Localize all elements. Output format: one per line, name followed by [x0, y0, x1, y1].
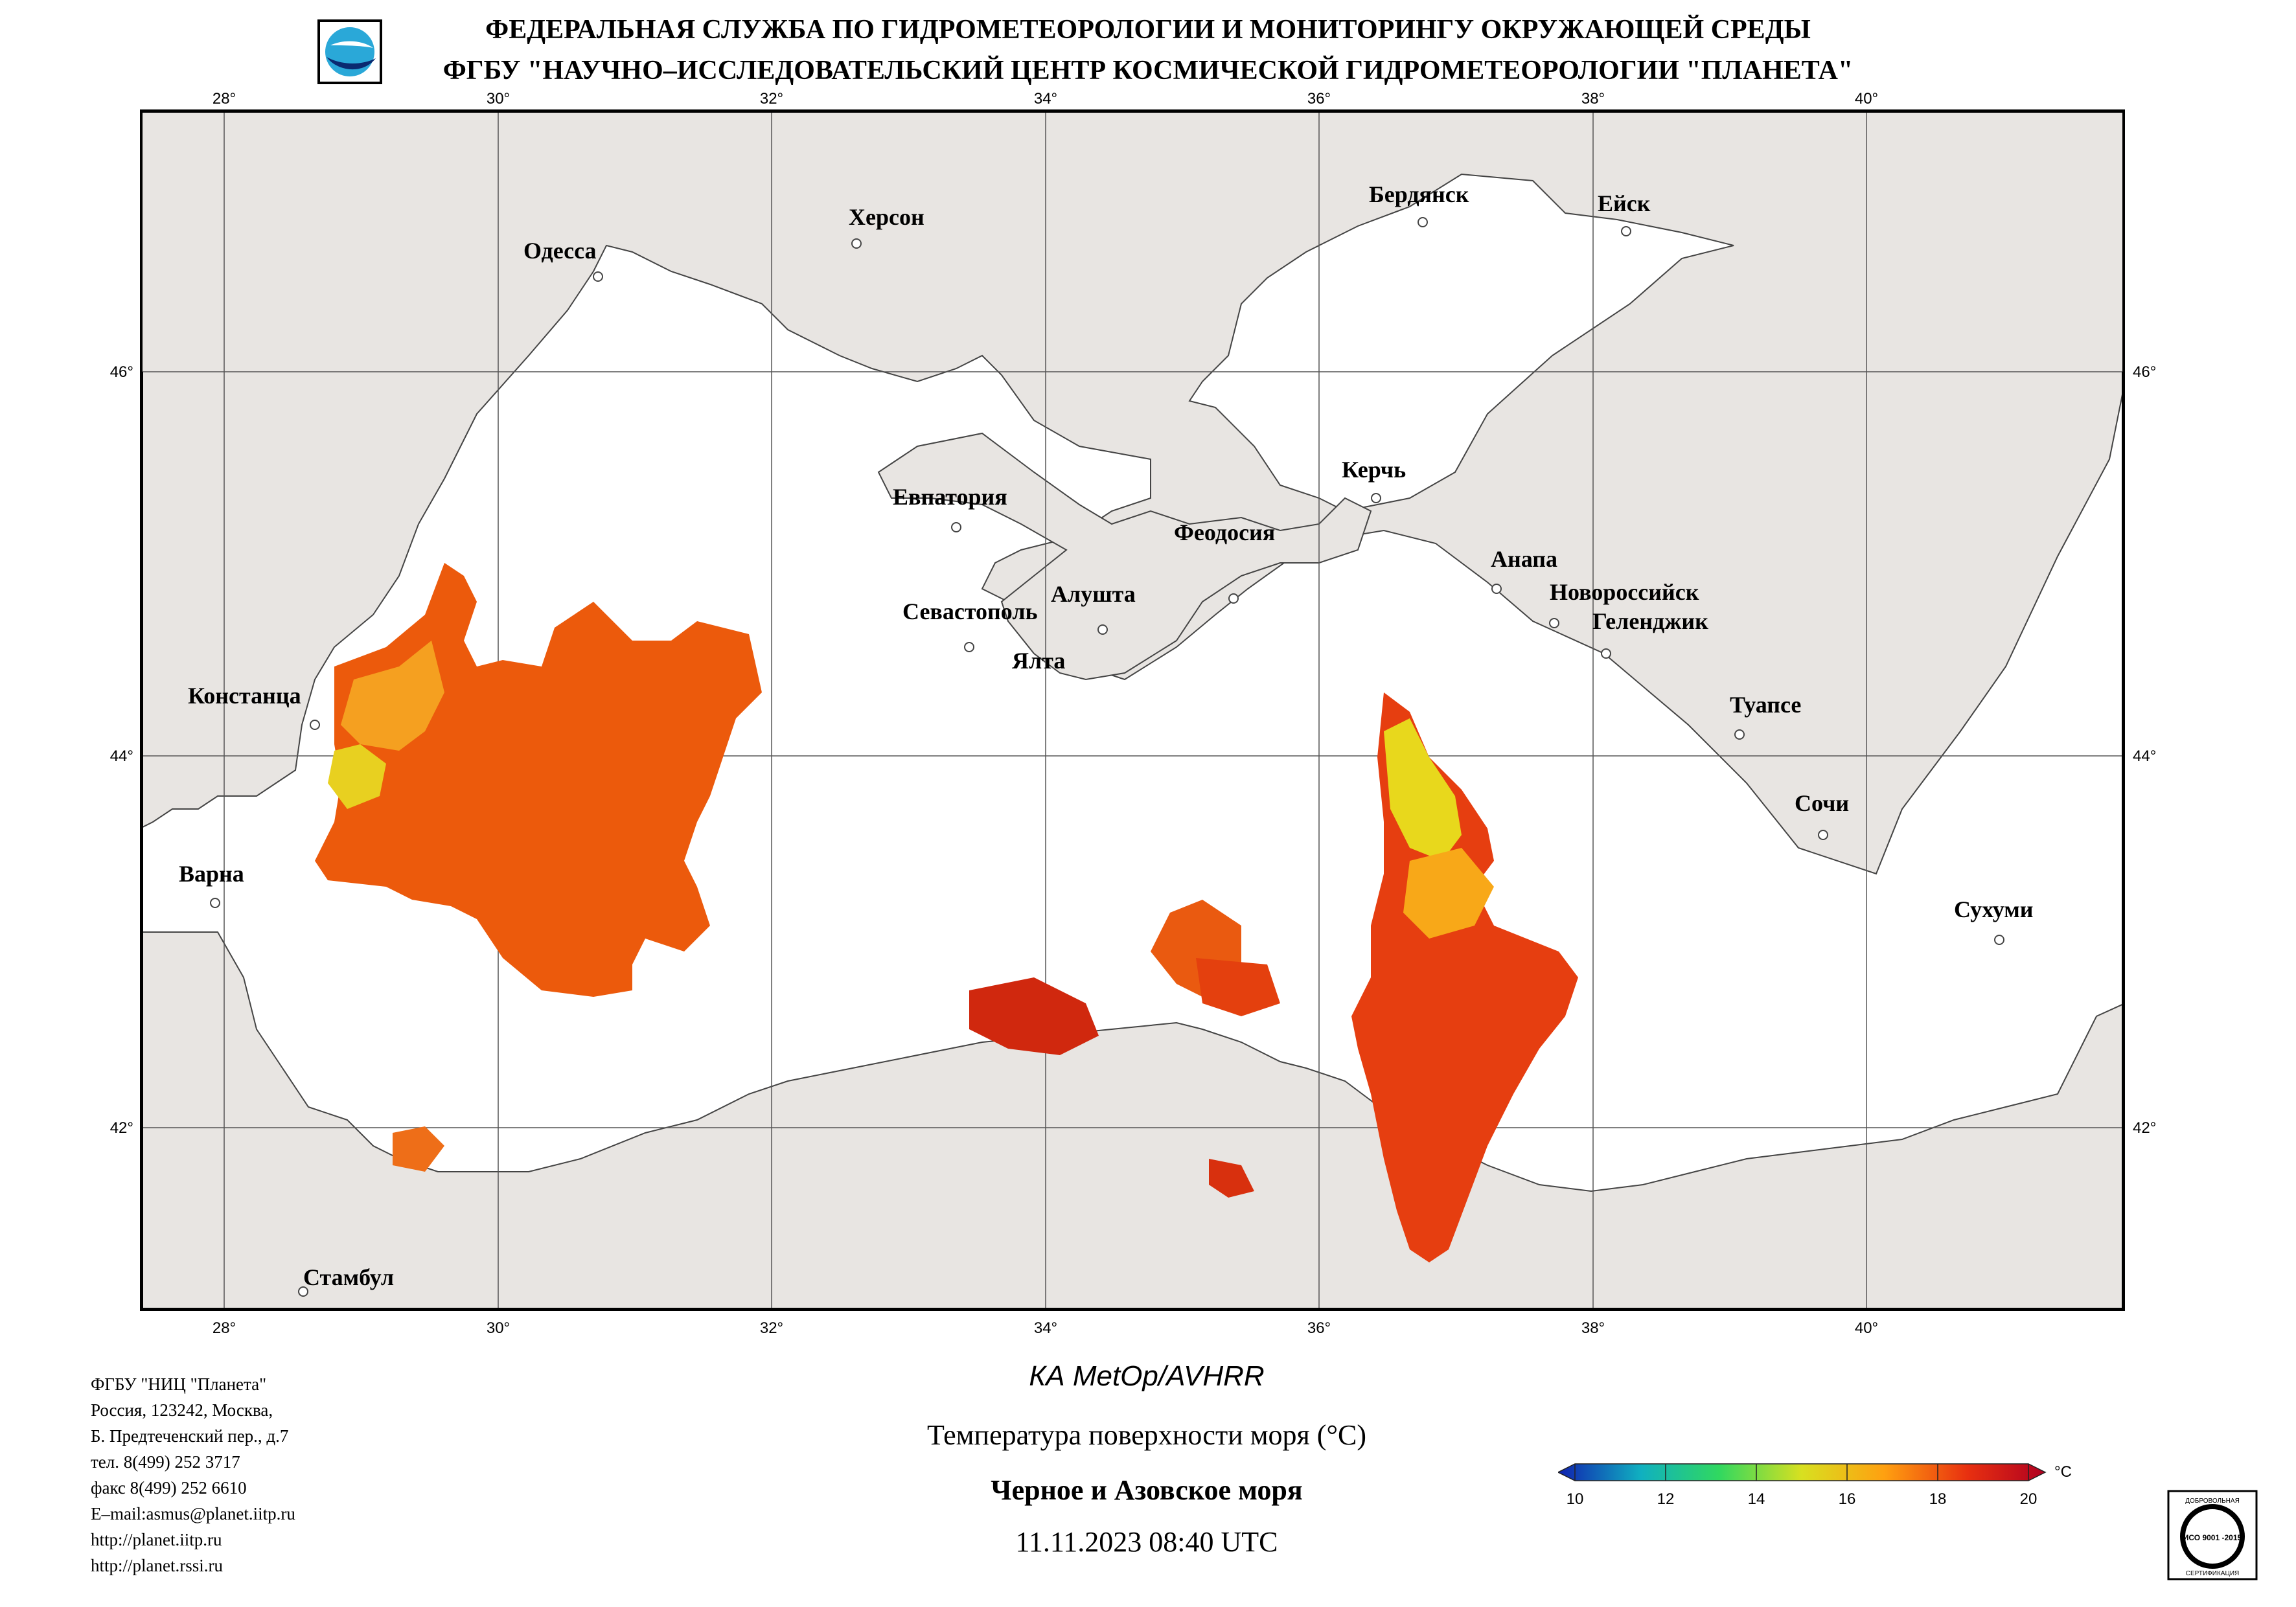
city-labels: Одесса Херсон Бердянск Ейск Евпатория Ке…: [179, 181, 2034, 1290]
lon-tick: 30°: [487, 90, 510, 108]
lon-ticks-bottom: 28° 30° 32° 34° 36° 38° 40°: [212, 1319, 1878, 1337]
contact-line: факс 8(499) 252 6610: [91, 1478, 247, 1498]
lon-tick: 32°: [760, 90, 783, 108]
contact-line: Россия, 123242, Москва,: [91, 1400, 273, 1420]
colorbar-label: 20: [2020, 1490, 2038, 1508]
roshydromet-logo: [317, 19, 382, 84]
sea-surface-temperature-map: Одесса Херсон Бердянск Ейск Евпатория Ке…: [140, 109, 2125, 1311]
city-berdyansk: Бердянск: [1369, 181, 1469, 207]
lat-tick: 44°: [110, 747, 133, 765]
cert-bottom-text: СЕРТИФИКАЦИЯ: [2186, 1570, 2240, 1577]
iso-certification-badge: ДОБРОВОЛЬНАЯ ИСО 9001 -2015 СЕРТИФИКАЦИЯ: [2167, 1490, 2258, 1580]
city-evpatoria: Евпатория: [893, 484, 1007, 510]
lat-tick: 42°: [2133, 1119, 2156, 1137]
lon-tick: 30°: [487, 1319, 510, 1337]
city-markers: [210, 217, 2004, 1297]
contact-line: Б. Предтеченский пер., д.7: [91, 1426, 289, 1446]
colorbar-label: 16: [1839, 1490, 1856, 1508]
lon-tick: 28°: [212, 1319, 236, 1337]
contact-line: ФГБУ "НИЦ "Планета": [91, 1374, 267, 1394]
city-novorossiysk: Новороссийск: [1550, 579, 1699, 605]
city-anapa: Анапа: [1491, 546, 1557, 572]
lon-ticks-top: 28° 30° 32° 34° 36° 38° 40°: [212, 90, 1878, 108]
lon-tick: 34°: [1034, 1319, 1057, 1337]
city-gelendzhik: Геленджик: [1592, 608, 1708, 634]
lon-tick: 40°: [1855, 1319, 1878, 1337]
lon-tick: 36°: [1307, 1319, 1331, 1337]
header-line1: ФЕДЕРАЛЬНАЯ СЛУЖБА ПО ГИДРОМЕТЕОРОЛОГИИ …: [485, 15, 1811, 45]
lon-tick: 28°: [212, 90, 236, 108]
city-istanbul: Стамбул: [303, 1264, 394, 1290]
city-feodosia: Феодосия: [1174, 519, 1275, 545]
lat-tick: 46°: [2133, 363, 2156, 381]
lon-tick: 38°: [1581, 90, 1605, 108]
region-title: Черное и Азовское моря: [991, 1474, 1303, 1506]
lon-tick: 40°: [1855, 90, 1878, 108]
contact-line: тел. 8(499) 252 3717: [91, 1452, 240, 1472]
city-kherson: Херсон: [849, 204, 924, 230]
cert-top-text: ДОБРОВОЛЬНАЯ: [2185, 1498, 2240, 1505]
satellite-label: КА MetOp/AVHRR: [1029, 1360, 1265, 1392]
land-areas: [140, 109, 2125, 1311]
city-tuapse: Туапсе: [1730, 692, 1801, 718]
lon-tick: 36°: [1307, 90, 1331, 108]
city-sevastopol: Севастополь: [902, 598, 1038, 624]
colorbar-label: 10: [1567, 1490, 1584, 1508]
temperature-colorbar: 10 12 14 16 18 20 °C: [1558, 1463, 2072, 1508]
city-kerch: Керчь: [1342, 457, 1406, 483]
lat-ticks-left: 46° 44° 42°: [110, 363, 133, 1137]
lat-tick: 42°: [110, 1119, 133, 1137]
city-alushta: Алушта: [1051, 581, 1136, 607]
lat-tick: 46°: [110, 363, 133, 381]
city-sukhumi: Сухуми: [1954, 896, 2034, 922]
contact-link[interactable]: http://planet.rssi.ru: [91, 1556, 223, 1575]
header-line2: ФГБУ "НАУЧНО–ИССЛЕДОВАТЕЛЬСКИЙ ЦЕНТР КОС…: [442, 56, 1854, 85]
colorbar-label: 18: [1929, 1490, 1947, 1508]
lon-tick: 38°: [1581, 1319, 1605, 1337]
lat-ticks-right: 46° 44° 42°: [2133, 363, 2156, 1137]
contact-info: ФГБУ "НИЦ "Планета" Россия, 123242, Моск…: [91, 1371, 295, 1579]
lon-tick: 32°: [760, 1319, 783, 1337]
colorbar-unit: °C: [2054, 1463, 2072, 1481]
city-yalta: Ялта: [1012, 648, 1065, 674]
lon-tick: 34°: [1034, 90, 1057, 108]
contact-link[interactable]: http://planet.iitp.ru: [91, 1530, 222, 1549]
city-yeysk: Ейск: [1598, 190, 1651, 216]
colorbar-label: 14: [1748, 1490, 1765, 1508]
cert-middle-text: ИСО 9001 -2015: [2183, 1533, 2242, 1542]
colorbar-label: 12: [1657, 1490, 1675, 1508]
city-sochi: Сочи: [1795, 790, 1849, 816]
lat-tick: 44°: [2133, 747, 2156, 765]
contact-email[interactable]: E–mail:asmus@planet.iitp.ru: [91, 1504, 295, 1523]
city-constanta: Констанца: [188, 683, 301, 709]
datetime-label: 11.11.2023 08:40 UTC: [1015, 1526, 1278, 1558]
product-title: Температура поверхности моря (°C): [926, 1419, 1367, 1451]
city-odessa: Одесса: [523, 238, 597, 264]
city-varna: Варна: [179, 861, 244, 887]
sst-data-patches: [315, 563, 1578, 1262]
